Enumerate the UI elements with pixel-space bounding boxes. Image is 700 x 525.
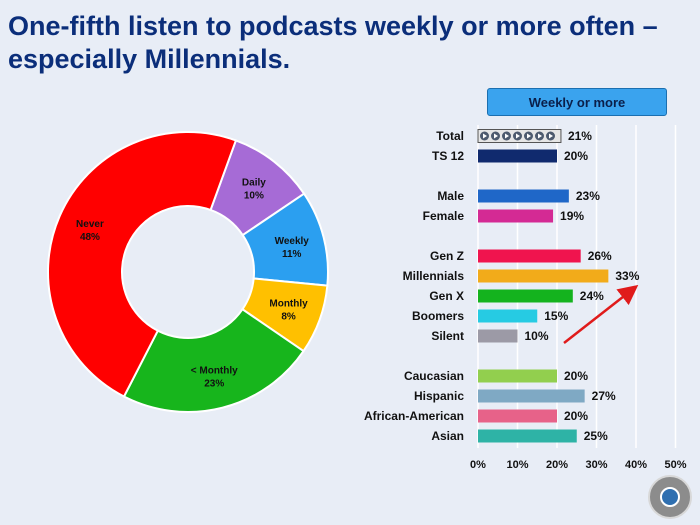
- value-label-total: 21%: [568, 129, 592, 143]
- x-tick-label: 50%: [664, 459, 686, 471]
- value-label-hispanic: 27%: [592, 389, 616, 403]
- category-label-female: Female: [423, 209, 465, 223]
- donut-value-monthly: 23%: [204, 379, 224, 390]
- value-label-asian: 25%: [584, 429, 608, 443]
- value-label-silent: 10%: [525, 329, 549, 343]
- donut-label-monthly: Monthly: [269, 299, 308, 310]
- category-label-male: Male: [437, 189, 464, 203]
- value-label-ts-12: 20%: [564, 149, 588, 163]
- logo-mark-icon: [660, 487, 680, 507]
- category-label-african-american: African-American: [364, 409, 464, 423]
- donut-chart: Daily 10% Weekly 11% Monthly 8% < Monthly 23% Ne…: [47, 131, 329, 413]
- annotation-arrow: [563, 284, 639, 344]
- value-label-caucasian: 20%: [564, 369, 588, 383]
- value-label-african-american: 20%: [564, 409, 588, 423]
- value-label-millennials: 33%: [615, 269, 639, 283]
- bar-male: [478, 189, 569, 203]
- bar-silent: [478, 329, 518, 343]
- play-icon-glyph: [494, 133, 498, 139]
- category-label-total: Total: [436, 129, 464, 143]
- bar-ts-12: [478, 149, 557, 163]
- donut-label-monthly: < Monthly: [191, 366, 238, 377]
- category-label-gen-x: Gen X: [429, 289, 464, 303]
- bar-caucasian: [478, 369, 557, 383]
- x-tick-label: 0%: [470, 459, 486, 471]
- bar-hispanic: [478, 389, 585, 403]
- play-icon-glyph: [538, 133, 542, 139]
- category-label-asian: Asian: [431, 429, 464, 443]
- bar-gen-x: [478, 289, 573, 303]
- donut-label-never: Never: [76, 219, 104, 230]
- value-label-female: 19%: [560, 209, 584, 223]
- x-tick-label: 40%: [625, 459, 647, 471]
- bar-female: [478, 209, 554, 223]
- bar-outline-total: [477, 129, 562, 143]
- chart-title-weekly-or-more: Weekly or more: [487, 88, 667, 116]
- donut-value-monthly: 8%: [281, 312, 296, 323]
- category-label-caucasian: Caucasian: [404, 369, 464, 383]
- play-icon-glyph: [505, 133, 509, 139]
- value-label-male: 23%: [576, 189, 600, 203]
- play-icon-glyph: [483, 133, 487, 139]
- bar-gen-z: [478, 249, 581, 263]
- bar-asian: [478, 429, 577, 443]
- category-label-millennials: Millennials: [403, 269, 465, 283]
- x-tick-label: 10%: [506, 459, 528, 471]
- category-label-gen-z: Gen Z: [430, 249, 464, 263]
- play-icon-glyph: [516, 133, 520, 139]
- techsurvey-logo: [648, 475, 692, 519]
- play-icon-glyph: [527, 133, 531, 139]
- bar-african-american: [478, 409, 557, 423]
- bar-millennials: [478, 269, 609, 283]
- page-title: One-fifth listen to podcasts weekly or m…: [8, 11, 658, 74]
- donut-label-daily: Daily: [242, 178, 266, 189]
- value-label-boomers: 15%: [544, 309, 568, 323]
- donut-value-never: 48%: [80, 232, 100, 243]
- category-label-silent: Silent: [431, 329, 464, 343]
- category-label-boomers: Boomers: [412, 309, 464, 323]
- x-tick-label: 30%: [585, 459, 607, 471]
- donut-slice-never: [47, 131, 238, 398]
- play-icon-glyph: [549, 133, 553, 139]
- value-label-gen-x: 24%: [580, 289, 604, 303]
- bar-chart: 0% 10% 20% 30% 40% 50% Total 21% TS 12 20% Male 23%…: [364, 125, 687, 471]
- donut-value-daily: 10%: [244, 191, 264, 202]
- value-label-gen-z: 26%: [588, 249, 612, 263]
- chart-title-label: Weekly or more: [528, 94, 626, 110]
- category-label-hispanic: Hispanic: [414, 389, 464, 403]
- donut-slice-monthly: [122, 307, 305, 413]
- bar-boomers: [478, 309, 538, 323]
- donut-value-weekly: 11%: [282, 249, 302, 260]
- category-label-ts-12: TS 12: [432, 149, 464, 163]
- donut-label-weekly: Weekly: [275, 236, 310, 247]
- x-tick-label: 20%: [546, 459, 568, 471]
